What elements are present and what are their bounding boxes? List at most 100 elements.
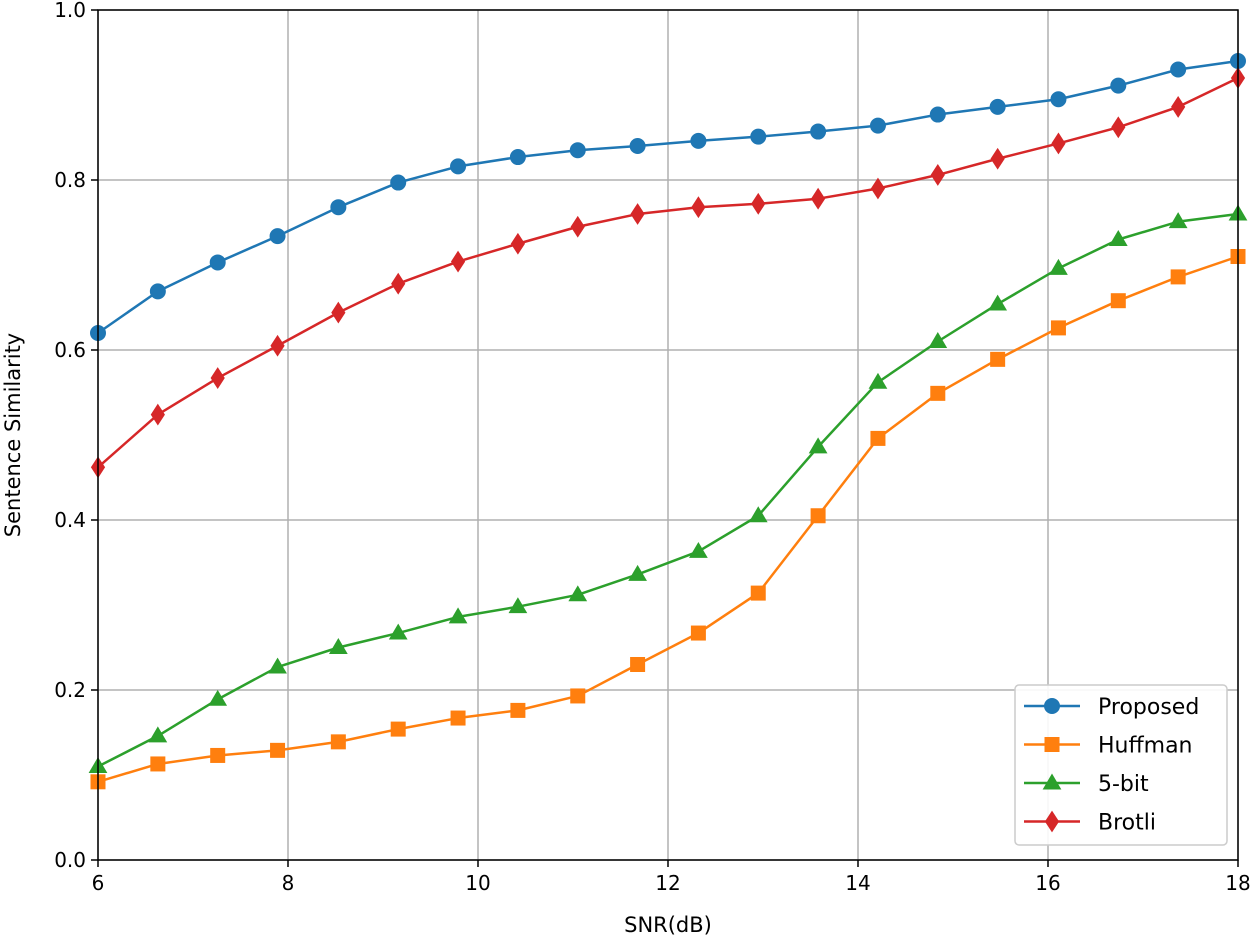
data-point <box>1049 258 1068 275</box>
data-point <box>870 430 886 446</box>
data-point <box>930 385 946 401</box>
series-line <box>97 255 1239 783</box>
data-point <box>508 597 528 614</box>
series-line <box>97 59 1239 335</box>
legend-box <box>1014 684 1228 846</box>
data-point <box>808 437 828 454</box>
data-point <box>330 734 346 750</box>
data-point <box>630 657 646 672</box>
data-point <box>870 177 886 200</box>
series-brotli <box>90 67 1246 479</box>
x-tick-label: 18 <box>1225 871 1250 895</box>
data-point <box>930 163 945 186</box>
data-point <box>989 98 1006 115</box>
data-point <box>209 254 226 271</box>
data-point <box>450 158 467 175</box>
data-point <box>391 272 406 295</box>
y-tick-label: 0.2 <box>54 678 86 702</box>
data-point <box>150 756 166 772</box>
data-point <box>150 403 165 426</box>
data-point <box>569 142 586 159</box>
data-point <box>450 250 466 273</box>
data-point <box>811 187 826 210</box>
data-point <box>510 702 526 718</box>
data-point <box>929 106 946 123</box>
data-point <box>331 301 346 324</box>
data-point <box>629 138 646 154</box>
data-point <box>990 147 1005 170</box>
data-point <box>149 283 166 300</box>
data-point <box>270 742 286 758</box>
data-point <box>448 607 468 624</box>
data-point <box>691 196 706 219</box>
x-tick-label: 16 <box>1035 871 1060 895</box>
data-point <box>750 128 767 145</box>
legend-swatch-marker <box>1044 810 1060 833</box>
data-point <box>630 203 645 225</box>
data-point <box>270 334 285 357</box>
data-point <box>509 149 526 166</box>
data-point <box>1111 116 1126 139</box>
data-point <box>148 726 168 743</box>
legend-label: Huffman <box>1098 734 1193 759</box>
data-point <box>750 585 766 601</box>
series-proposed <box>90 53 1246 341</box>
y-tick-label: 0.0 <box>54 848 86 872</box>
data-point <box>628 564 647 581</box>
x-tick-label: 14 <box>845 871 870 895</box>
legend-item: Huffman <box>1024 734 1193 759</box>
legend-item: Proposed <box>1024 695 1199 720</box>
data-point <box>1108 230 1128 246</box>
data-point <box>208 689 228 706</box>
y-axis-label: Sentence Similarity <box>1 333 25 537</box>
data-point <box>570 688 586 704</box>
data-point <box>810 123 827 140</box>
data-point <box>690 132 707 149</box>
data-point <box>689 541 708 558</box>
data-point <box>1170 269 1186 285</box>
data-point <box>1171 95 1186 118</box>
data-point <box>390 721 406 737</box>
data-point <box>570 215 585 238</box>
data-point <box>568 585 588 602</box>
legend-item: Brotli <box>1024 811 1156 836</box>
data-point <box>390 174 407 191</box>
legend-swatch-marker <box>1044 698 1060 714</box>
data-point <box>269 228 286 245</box>
legend-swatch-marker <box>1044 737 1060 752</box>
data-point <box>751 192 766 215</box>
data-point <box>1050 91 1067 108</box>
data-point <box>1168 212 1188 229</box>
legend-label: Brotli <box>1098 811 1156 836</box>
data-point <box>1110 77 1127 94</box>
data-point <box>330 199 347 216</box>
x-tick-label: 12 <box>655 871 680 895</box>
x-tick-label: 10 <box>465 871 490 895</box>
data-point <box>988 294 1008 311</box>
x-axis-label: SNR(dB) <box>624 913 712 937</box>
data-point <box>210 367 225 389</box>
data-point <box>268 657 287 674</box>
data-point <box>990 351 1006 367</box>
y-tick-label: 0.4 <box>54 508 86 532</box>
series-line <box>97 212 1239 768</box>
legend-swatch-marker <box>1042 773 1062 790</box>
data-point <box>1050 320 1066 336</box>
y-tick-label: 0.6 <box>54 338 86 362</box>
data-point <box>1051 132 1066 155</box>
data-point <box>1110 293 1126 309</box>
data-point <box>328 638 348 654</box>
data-point <box>869 117 886 134</box>
data-point <box>868 372 888 389</box>
axis-ticks: 6 8 10 12 14 16 18 0.0 0.2 0.4 0.6 0.8 1.0 <box>54 0 1251 895</box>
data-point <box>810 508 826 524</box>
legend-label: 5-bit <box>1098 772 1149 797</box>
y-tick-label: 0.8 <box>54 168 86 192</box>
x-tick-label: 8 <box>282 871 295 895</box>
legend-label: Proposed <box>1098 695 1199 720</box>
x-tick-label: 6 <box>92 871 105 895</box>
data-point <box>210 747 226 763</box>
data-point <box>510 232 525 255</box>
series-5-bit <box>88 204 1248 773</box>
